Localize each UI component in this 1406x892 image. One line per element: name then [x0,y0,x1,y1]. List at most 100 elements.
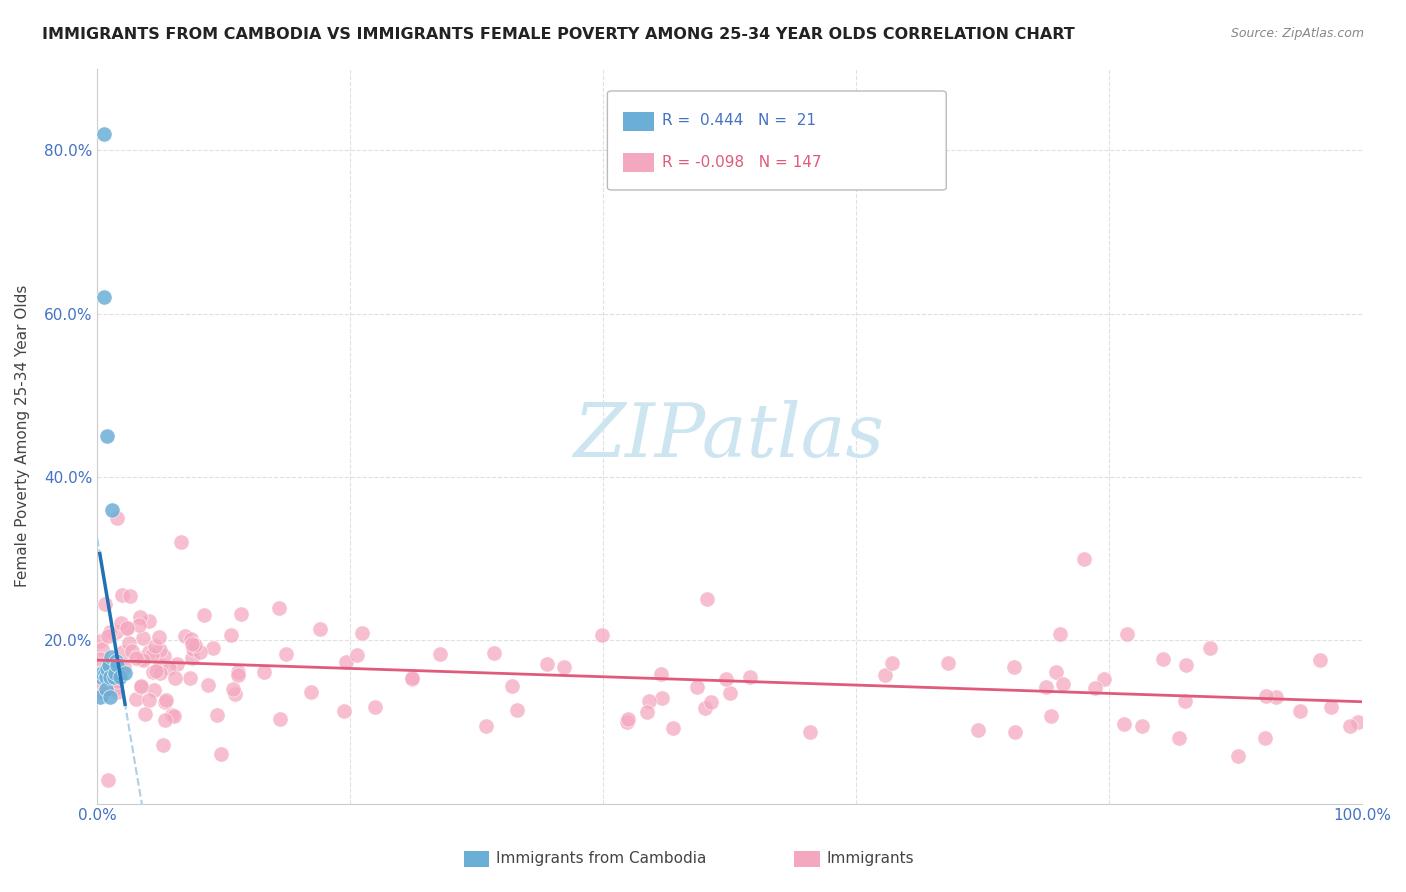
Point [142,665,165,680]
Point [1152,652,1174,666]
Point [145,664,167,678]
Point [152,738,174,752]
Point [105,669,128,683]
Point [1226,748,1249,763]
Point [224,687,246,701]
Point [152,648,174,663]
Point [882,656,904,670]
Point [132,653,155,667]
Point [482,646,505,660]
Point [335,655,357,669]
Point [269,712,291,726]
Point [105,685,128,699]
Point [94,670,117,684]
Point [1339,719,1361,733]
Point [207,707,229,722]
Point [138,645,160,659]
Point [114,665,136,680]
Point [184,638,207,652]
Point [1035,681,1057,695]
Point [1004,725,1026,739]
Point [350,625,373,640]
Point [1073,551,1095,566]
Point [148,630,170,644]
Point [100,659,122,673]
Point [110,616,132,631]
Point [143,682,166,697]
Point [89,634,111,648]
Point [714,673,737,687]
Point [1084,681,1107,695]
Point [104,624,127,639]
Point [90,670,112,684]
Point [120,590,142,604]
Point [165,671,187,685]
Point [98,670,121,684]
Point [125,692,148,706]
Point [96,429,118,443]
Point [129,680,152,694]
Text: Source: ZipAtlas.com: Source: ZipAtlas.com [1230,27,1364,40]
Point [97,629,120,643]
Point [401,672,423,686]
Point [188,645,211,659]
Point [267,601,290,615]
Point [94,682,117,697]
Point [141,648,163,662]
Point [179,671,201,685]
Point [181,637,204,651]
Text: R =  0.444   N =  21: R = 0.444 N = 21 [662,113,817,128]
Point [128,618,150,632]
Point [149,643,172,657]
Point [1288,704,1310,718]
Point [108,657,131,672]
Point [617,712,640,726]
Point [1116,627,1139,641]
Point [1174,693,1197,707]
Text: ZIPatlas: ZIPatlas [574,400,886,473]
Point [105,673,128,688]
Point [181,642,204,657]
Point [138,693,160,707]
Text: Immigrants: Immigrants [827,851,914,865]
Point [110,588,132,602]
Point [346,648,368,663]
Point [253,665,276,679]
Point [686,681,709,695]
Point [651,691,673,706]
Point [97,773,120,788]
Point [221,682,243,697]
Point [650,666,672,681]
Point [153,696,176,710]
Point [138,614,160,628]
Point [105,661,128,675]
Point [129,679,152,693]
Point [1039,709,1062,723]
Point [364,699,387,714]
Point [112,659,135,673]
Point [226,667,249,681]
Point [193,608,215,623]
Point [105,654,128,668]
Point [475,718,498,732]
Point [108,670,131,684]
Point [276,647,298,661]
Point [91,686,114,700]
Point [90,642,112,657]
Point [134,706,156,721]
Point [967,723,990,738]
Point [157,661,180,675]
Point [936,656,959,670]
Point [718,686,741,700]
Point [100,649,122,664]
Point [131,651,153,665]
Point [98,624,121,639]
Point [93,127,115,141]
Point [1347,714,1369,729]
Point [94,665,117,680]
Point [143,639,166,653]
Point [93,290,115,304]
Point [160,707,183,722]
Point [209,747,232,762]
Point [103,681,125,695]
